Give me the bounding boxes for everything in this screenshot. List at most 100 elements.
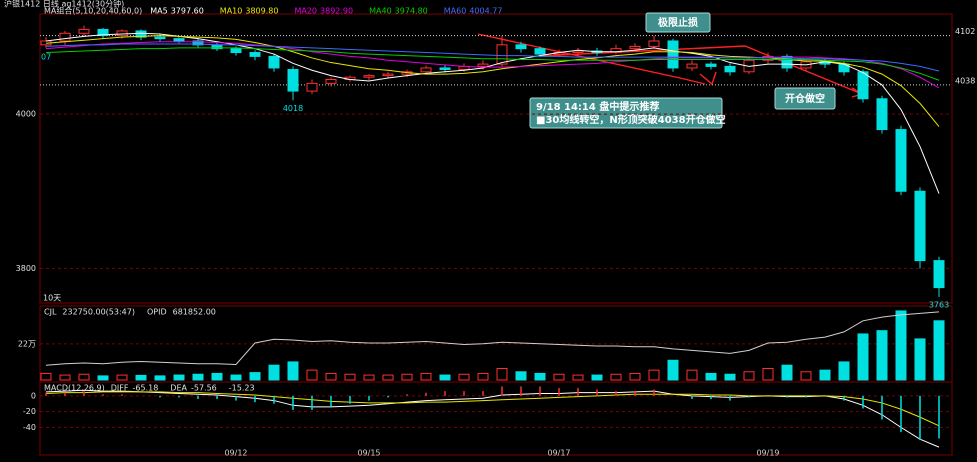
volume-bar — [439, 374, 451, 381]
y-tick-label: 0 — [31, 391, 36, 400]
volume-bar — [629, 372, 641, 381]
volume-bar — [610, 373, 622, 381]
volume-bar — [211, 372, 223, 381]
ma-line — [45, 47, 940, 81]
legend-text: -57.56 — [191, 384, 217, 393]
candle-body — [173, 38, 185, 42]
callout — [529, 97, 723, 129]
legend-text: OPID — [147, 308, 167, 317]
candle-body — [325, 79, 337, 84]
volume-bar — [800, 371, 812, 381]
ma-line — [45, 32, 940, 194]
volume-bar — [59, 374, 71, 381]
volume-bar — [914, 338, 926, 381]
legend-text: -15.23 — [229, 384, 255, 393]
candle-body — [534, 48, 546, 55]
candle-body — [496, 44, 508, 65]
volume-bar — [705, 372, 717, 381]
candle-body — [268, 55, 280, 69]
volume-bar — [287, 361, 299, 381]
volume-bar — [553, 373, 565, 381]
volume-bar — [173, 374, 185, 381]
volume-bar — [838, 361, 850, 381]
left-marker: 07 — [41, 53, 51, 62]
candle-body — [705, 63, 717, 67]
volume-bar — [382, 374, 394, 381]
legend-text: MA5 — [150, 7, 167, 16]
candle-body — [363, 75, 375, 78]
candle-body — [287, 68, 299, 92]
n-line — [539, 45, 863, 95]
level-label: 4038 — [955, 76, 975, 85]
volume-bar — [895, 310, 907, 381]
volume-bar — [78, 373, 90, 381]
candle-body — [230, 48, 242, 54]
candle-body — [667, 40, 679, 69]
legend-text: MA60 — [444, 7, 467, 16]
ma-line — [45, 41, 940, 89]
candle-body — [857, 71, 869, 100]
callout-text: ■30均线转空，N形顶突破4038开仓做空 — [536, 113, 726, 126]
y-tick-label: 22万 — [18, 339, 36, 348]
ma-line — [45, 43, 940, 72]
y-tick-label: -40 — [23, 423, 36, 432]
candle-body — [192, 40, 204, 46]
candle-body — [629, 45, 641, 50]
x-tick-label: 09/12 — [224, 449, 247, 458]
volume-bar — [534, 372, 546, 381]
legend-text: 3892.90 — [320, 7, 353, 16]
volume-bar — [743, 371, 755, 381]
legend-text: 3797.60 — [171, 7, 204, 16]
legend-text: DIFF — [111, 384, 129, 393]
candle-body — [933, 260, 945, 289]
volume-bar — [933, 320, 945, 381]
candle-body — [306, 82, 318, 92]
volume-bar — [876, 330, 888, 381]
legend-text: DEA — [170, 384, 187, 393]
candle-body — [439, 67, 451, 70]
oi-line — [45, 311, 940, 366]
volume-title: CJL — [44, 308, 57, 317]
low-label: 4018 — [283, 104, 303, 113]
volume-bar — [420, 372, 432, 381]
ma-title: MA组合(5,10,20,40,60,0) — [44, 6, 142, 16]
volume-bar — [325, 372, 337, 381]
callout — [774, 87, 836, 110]
volume-bar — [363, 374, 375, 381]
x-tick-label: 09/19 — [756, 449, 779, 458]
period-label: 10天 — [43, 294, 61, 303]
volume-bar — [477, 372, 489, 381]
candle-body — [781, 55, 793, 69]
volume-bar — [458, 373, 470, 381]
y-tick-label: 3800 — [16, 264, 36, 273]
volume-bar — [667, 359, 679, 381]
candle-body — [610, 48, 622, 54]
candle-body — [249, 52, 261, 57]
candle-body — [895, 129, 907, 192]
candle-body — [515, 44, 527, 50]
candle-body — [648, 40, 660, 47]
candle-body — [135, 30, 147, 38]
macd-title: MACD(12,26,9) — [44, 384, 105, 393]
candle-body — [686, 63, 698, 69]
volume-bar — [192, 373, 204, 381]
candle-body — [116, 30, 128, 37]
volume-bar — [135, 374, 147, 381]
volume-bar — [762, 367, 774, 381]
candle-body — [724, 65, 736, 73]
level-label: 4102 — [955, 27, 975, 36]
candle-body — [59, 32, 71, 42]
volume-bar — [306, 369, 318, 381]
volume-bar — [268, 364, 280, 381]
volume-bar — [97, 375, 109, 381]
chart-title: 沪银1412 日线 ag1412(30分钟) — [4, 0, 124, 9]
volume-bar — [819, 369, 831, 381]
legend-text: 4004.77 — [469, 7, 502, 16]
legend-text: 232750.00(53:47) — [62, 308, 135, 317]
candle-body — [97, 28, 109, 37]
volume-bar — [572, 374, 584, 381]
volume-bar — [401, 373, 413, 381]
candle-body — [572, 50, 584, 54]
